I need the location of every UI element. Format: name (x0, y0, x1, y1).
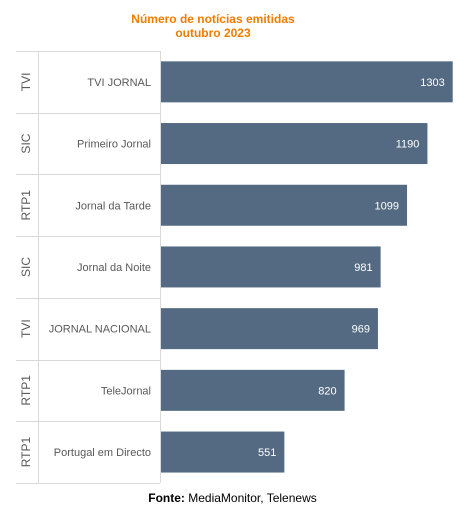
group-label: SIC (19, 133, 33, 153)
group-label: RTP1 (19, 375, 33, 406)
group-label: TVI (19, 73, 33, 92)
category-label: TVI JORNAL (87, 77, 151, 89)
category-label: JORNAL NACIONAL (49, 324, 151, 336)
source-prefix: Fonte: (148, 491, 185, 505)
category-label: Primeiro Jornal (77, 139, 151, 151)
category-label: Portugal em Directo (54, 447, 151, 459)
data-label: 969 (352, 324, 370, 336)
bar (161, 246, 381, 288)
group-label: SIC (19, 257, 33, 277)
bar (161, 308, 378, 350)
data-label: 1303 (420, 77, 444, 89)
group-label: TVI (19, 319, 33, 338)
bar (161, 369, 345, 411)
chart-subtitle-line: outubro 2023 (175, 26, 251, 40)
category-label: Jornal da Tarde (75, 200, 151, 212)
source-text: MediaMonitor, Telenews (184, 491, 317, 505)
bar (161, 431, 285, 473)
bar (161, 123, 428, 165)
data-label: 981 (354, 262, 372, 274)
data-label: 1099 (375, 200, 399, 212)
bar (161, 61, 453, 103)
group-label: RTP1 (19, 437, 33, 468)
chart-title-line: Número de notícias emitidas (131, 12, 295, 26)
category-label: TeleJornal (101, 385, 151, 397)
bar (161, 184, 408, 226)
data-label: 551 (258, 447, 276, 459)
data-label: 1190 (396, 139, 420, 151)
source-note: Fonte: MediaMonitor, Telenews (0, 491, 465, 505)
data-label: 820 (318, 385, 336, 397)
category-label: Jornal da Noite (77, 262, 151, 274)
chart-title: Número de notícias emitidas outubro 2023 (0, 12, 426, 40)
group-label: RTP1 (19, 190, 33, 221)
